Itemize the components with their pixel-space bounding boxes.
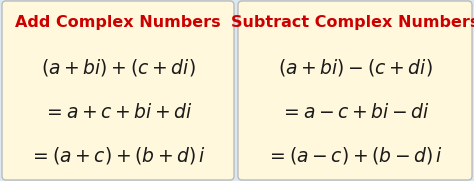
- FancyBboxPatch shape: [238, 1, 472, 180]
- Text: $(a+bi)+(c+di)$: $(a+bi)+(c+di)$: [41, 58, 195, 79]
- Text: Subtract Complex Numbers: Subtract Complex Numbers: [231, 14, 474, 30]
- Text: Add Complex Numbers: Add Complex Numbers: [15, 14, 221, 30]
- FancyBboxPatch shape: [2, 1, 234, 180]
- Text: $=a+c+bi+di$: $=a+c+bi+di$: [43, 102, 193, 121]
- Text: $=(a-c)+(b-d)\,i$: $=(a-c)+(b-d)\,i$: [266, 146, 444, 167]
- Text: $(a+bi)-(c+di)$: $(a+bi)-(c+di)$: [278, 58, 432, 79]
- Text: $=a-c+bi-di$: $=a-c+bi-di$: [280, 102, 430, 121]
- Text: $=(a+c)+(b+d)\,i$: $=(a+c)+(b+d)\,i$: [29, 146, 207, 167]
